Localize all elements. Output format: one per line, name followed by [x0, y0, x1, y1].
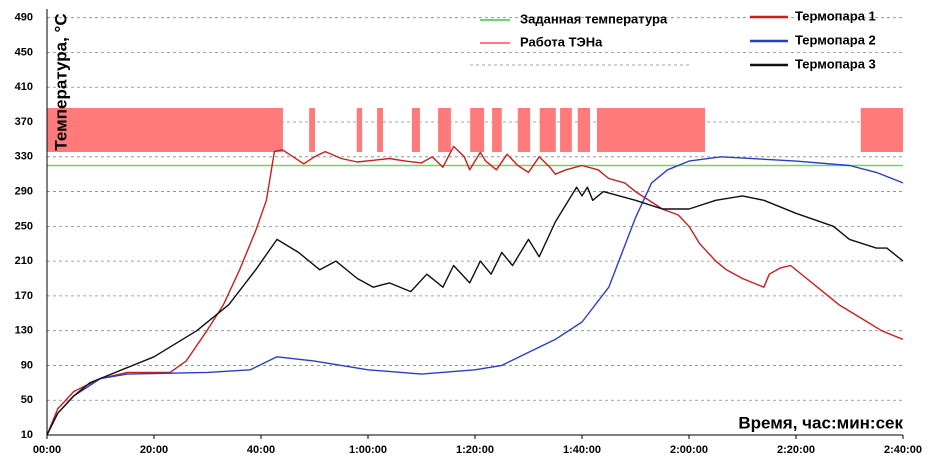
heater-on — [438, 108, 451, 152]
heater-on — [517, 108, 531, 152]
heater-on — [356, 108, 363, 152]
y-tick-label: 130 — [15, 325, 33, 337]
y-tick-label: 450 — [15, 46, 33, 58]
heater-on — [492, 108, 502, 152]
y-tick-label: 250 — [15, 220, 33, 232]
x-tick-label: 2:40:00 — [884, 444, 922, 456]
y-tick-label: 170 — [15, 290, 33, 302]
y-tick-label: 10 — [21, 429, 33, 441]
x-tick-label: 1:20:00 — [456, 444, 494, 456]
x-tick-label: 2:20:00 — [777, 444, 815, 456]
y-tick-label: 410 — [15, 81, 33, 93]
y-tick-label: 330 — [15, 151, 33, 163]
y-tick-label: 290 — [15, 185, 33, 197]
legend-label: Работа ТЭНа — [520, 34, 603, 49]
legend-label: Термопара 1 — [795, 8, 876, 23]
heater-on — [560, 108, 572, 152]
heater-on — [411, 108, 420, 152]
heater-on — [860, 108, 903, 152]
y-tick-label: 370 — [15, 116, 33, 128]
y-tick-label: 210 — [15, 255, 33, 267]
series-line — [46, 186, 904, 436]
heater-on — [47, 108, 283, 152]
legend-label: Заданная температура — [520, 11, 668, 26]
y-tick-label: 50 — [21, 394, 33, 406]
plot — [46, 17, 904, 436]
x-title-bg — [705, 412, 905, 434]
heater-on — [539, 108, 556, 152]
y-axis-title: Температура, °C — [51, 13, 70, 150]
y-tick-label: 490 — [15, 12, 33, 24]
x-tick-label: 20:00 — [140, 444, 168, 456]
x-tick-label: 1:00:00 — [349, 444, 387, 456]
legend-label: Термопара 2 — [795, 32, 876, 47]
legend-label: Термопара 3 — [795, 56, 876, 71]
x-tick-label: 40:00 — [247, 444, 275, 456]
x-tick-label: 1:40:00 — [563, 444, 601, 456]
x-tick-label: 2:00:00 — [670, 444, 708, 456]
heater-on — [309, 108, 316, 152]
heater-on — [470, 108, 485, 152]
y-tick-label: 90 — [21, 359, 33, 371]
heater-on — [377, 108, 383, 152]
heater-on — [577, 108, 591, 152]
series-line — [46, 156, 904, 436]
heater-on — [596, 108, 706, 152]
series-line — [46, 145, 904, 436]
x-tick-label: 00:00 — [33, 444, 61, 456]
x-axis-title: Время, час:мин:сек — [738, 413, 903, 432]
